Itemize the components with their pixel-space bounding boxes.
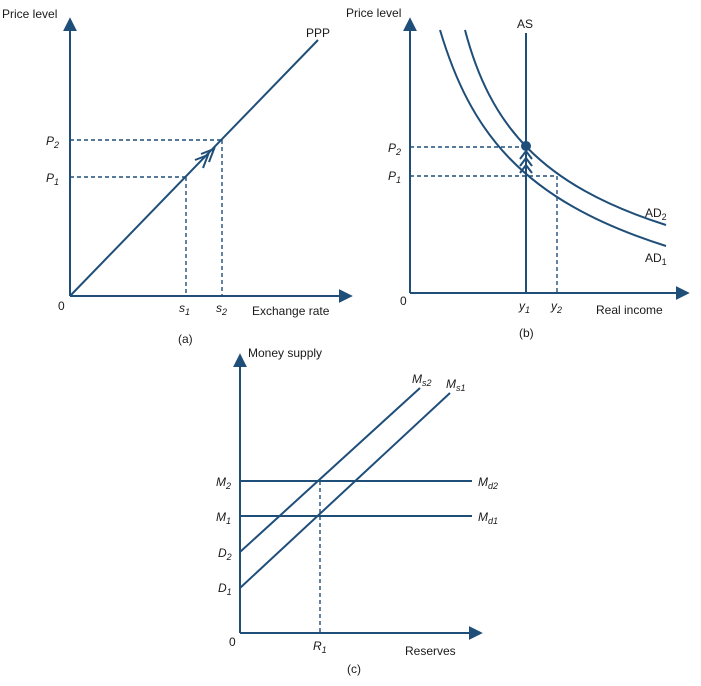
panel-c-x-axis-label: Reserves	[405, 644, 456, 658]
ad2-label: AD2	[645, 206, 667, 222]
ppp-shift-arrow-2	[200, 147, 216, 163]
panel-b-as-ad: Price level Real income 0 AS AD2 AD1 P2 …	[346, 6, 690, 340]
panel-a-y-axis-label: Price level	[2, 7, 57, 21]
panel-b-p1-label: P1	[388, 169, 401, 185]
as-arrow-2	[519, 156, 533, 167]
ppp-shift-arrow-1	[194, 153, 210, 169]
panel-b-caption: (b)	[519, 326, 534, 340]
panel-c-origin: 0	[229, 635, 236, 649]
md1-label: Md1	[478, 510, 498, 526]
md2-label: Md2	[478, 475, 498, 491]
ppp-label: PPP	[306, 26, 330, 40]
r1-label: R1	[313, 639, 327, 655]
panel-b-y-axis-label: Price level	[346, 6, 401, 20]
ad1-label: AD1	[645, 251, 667, 267]
m1-label: M1	[216, 510, 231, 526]
ms1-line	[239, 392, 451, 589]
equilibrium-point	[521, 141, 531, 151]
panel-b-origin: 0	[400, 294, 407, 308]
as-arrow-1	[519, 163, 533, 174]
d2-label: D2	[218, 546, 232, 562]
ad2-curve	[464, 29, 667, 226]
s1-label: s1	[179, 301, 190, 317]
y1-label: y1	[518, 299, 530, 315]
y2-label: y2	[550, 299, 562, 315]
panel-a-ppp: Price level Exchange rate 0 PPP P2 P1 s1…	[2, 7, 353, 346]
panel-a-origin: 0	[58, 299, 65, 313]
panel-c-y-axis-label: Money supply	[248, 346, 322, 360]
ppp-line	[69, 39, 319, 297]
panel-b-p2-label: P2	[388, 141, 401, 157]
d1-label: D1	[218, 581, 232, 597]
m2-label: M2	[216, 475, 231, 491]
as-label: AS	[517, 17, 533, 31]
panel-a-p1-label: P1	[46, 171, 59, 187]
panel-a-x-axis-label: Exchange rate	[252, 304, 330, 318]
s2-label: s2	[216, 301, 227, 317]
ms2-label: Ms2	[412, 372, 432, 388]
ms2-line	[239, 387, 421, 553]
ms1-label: Ms1	[446, 377, 466, 393]
ad1-curve	[439, 29, 667, 247]
panel-a-p2-label: P2	[46, 134, 59, 150]
panel-b-x-axis-label: Real income	[596, 303, 663, 317]
panel-c-money: Money supply Reserves 0 Ms2 Ms1 Md2 Md1 …	[216, 346, 498, 676]
panel-c-caption: (c)	[347, 662, 361, 676]
panel-a-caption: (a)	[178, 332, 193, 346]
